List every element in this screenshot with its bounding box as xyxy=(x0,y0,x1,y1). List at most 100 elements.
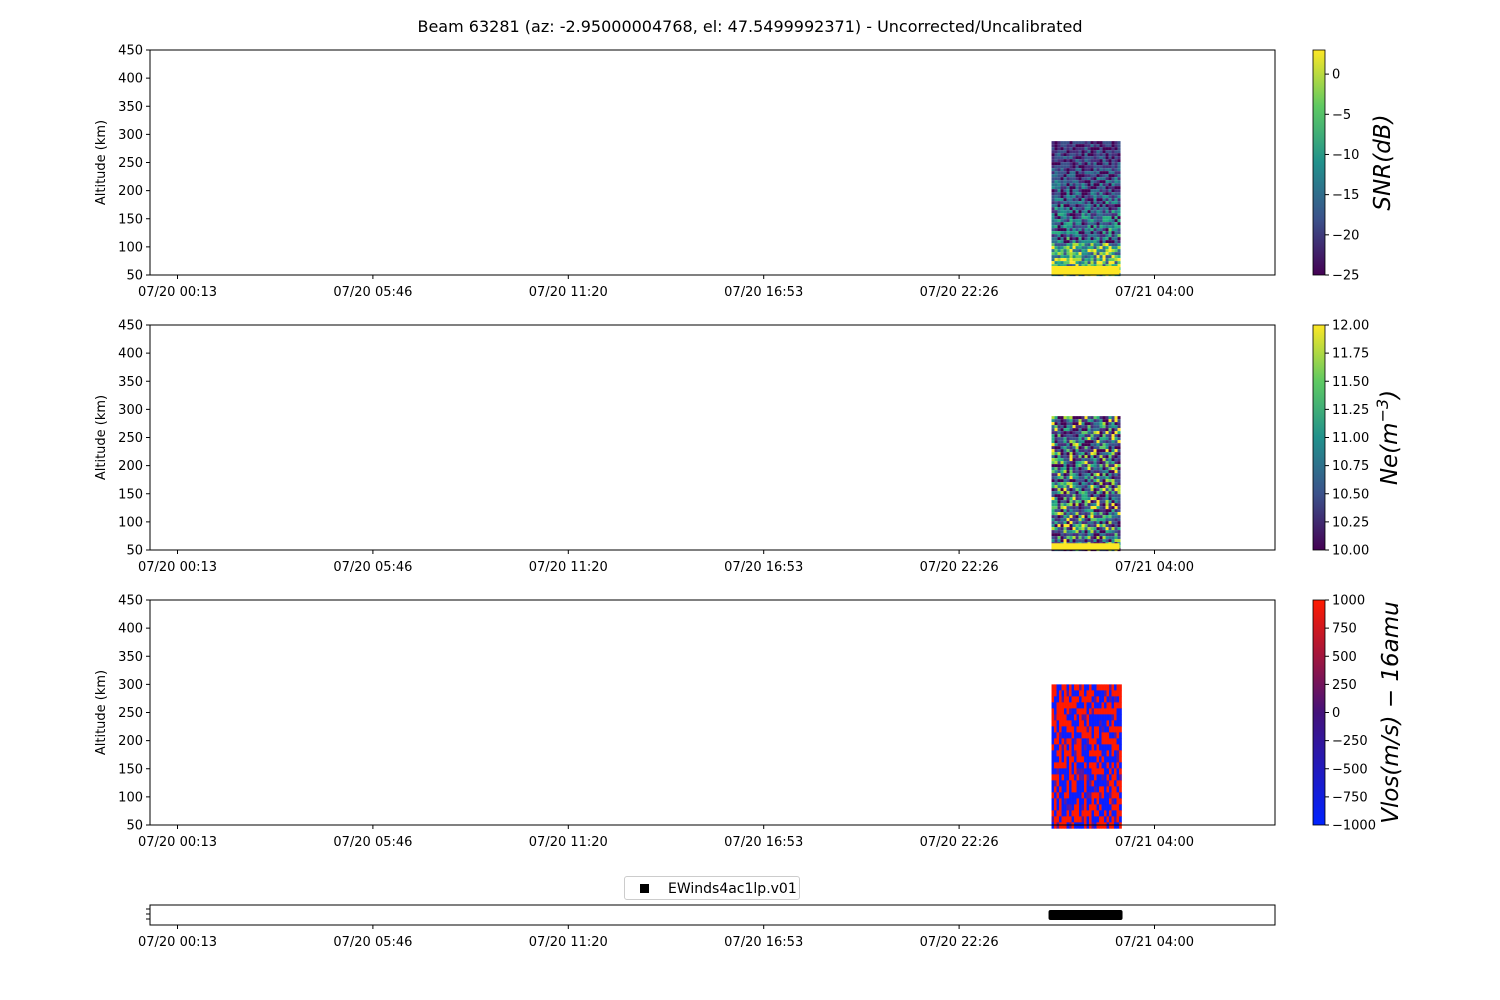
heatmap-cell xyxy=(1111,183,1115,187)
heatmap-cell xyxy=(1096,195,1100,199)
heatmap-cell xyxy=(1089,762,1092,769)
heatmap-cell xyxy=(1114,500,1118,504)
heatmap-cell xyxy=(1081,240,1085,244)
heatmap-cell xyxy=(1081,497,1085,501)
heatmap-cell xyxy=(1060,222,1064,226)
heatmap-cell xyxy=(1075,174,1079,178)
heatmap-cell xyxy=(1057,524,1061,528)
heatmap-cell xyxy=(1075,249,1079,253)
heatmap-cell xyxy=(1111,165,1115,169)
heatmap-cell xyxy=(1116,756,1120,763)
heatmap-cell xyxy=(1096,497,1100,501)
heatmap-cell xyxy=(1078,234,1082,238)
heatmap-cell xyxy=(1105,485,1109,489)
heatmap-cell xyxy=(1099,690,1102,697)
heatmap-cell xyxy=(1079,732,1082,739)
heatmap-cell xyxy=(1075,458,1079,462)
heatmap-cell xyxy=(1117,497,1121,501)
heatmap-cell xyxy=(1060,201,1064,205)
heatmap-cell xyxy=(1054,180,1058,184)
heatmap-cell xyxy=(1084,419,1088,423)
y-axis-label: Altitude (km) xyxy=(94,395,109,480)
heatmap-cell xyxy=(1096,720,1100,727)
heatmap-cell xyxy=(1060,150,1064,154)
heatmap-cell xyxy=(1093,425,1097,429)
heatmap-cell xyxy=(1119,684,1122,691)
heatmap-cell xyxy=(1096,464,1100,468)
heatmap-cell xyxy=(1069,264,1073,268)
heatmap-cell xyxy=(1078,258,1082,262)
heatmap-cell xyxy=(1075,491,1079,495)
heatmap-cell xyxy=(1063,174,1067,178)
heatmap-cell xyxy=(1086,732,1090,739)
heatmap-cell xyxy=(1101,738,1105,745)
heatmap-cell xyxy=(1117,503,1121,507)
heatmap-cell xyxy=(1054,183,1058,187)
heatmap-cell xyxy=(1102,159,1106,163)
heatmap-cell xyxy=(1096,213,1100,217)
heatmap-cell xyxy=(1054,198,1058,202)
heatmap-cell xyxy=(1051,524,1055,528)
heatmap-cell xyxy=(1066,150,1070,154)
heatmap-cell xyxy=(1072,228,1076,232)
heatmap-cell xyxy=(1111,822,1115,829)
heatmap-cell xyxy=(1102,171,1106,175)
heatmap-cell xyxy=(1105,249,1109,253)
heatmap-cell xyxy=(1057,264,1061,268)
heatmap-cell xyxy=(1084,756,1087,763)
heatmap-cell xyxy=(1117,210,1121,214)
heatmap-cell xyxy=(1093,482,1097,486)
colorbar xyxy=(1312,324,1326,551)
heatmap-cell xyxy=(1066,810,1070,817)
heatmap-cell xyxy=(1099,162,1103,166)
heatmap-cell xyxy=(1060,204,1064,208)
heatmap-cell xyxy=(1072,491,1076,495)
heatmap-cell xyxy=(1084,431,1088,435)
heatmap-cell xyxy=(1114,177,1118,181)
heatmap-cell xyxy=(1096,416,1100,420)
heatmap-cell xyxy=(1066,210,1070,214)
heatmap-cell xyxy=(1108,198,1112,202)
heatmap-cell xyxy=(1060,461,1064,465)
heatmap-cell xyxy=(1066,738,1070,745)
heatmap-cell xyxy=(1060,147,1064,151)
heatmap-cell xyxy=(1091,762,1095,769)
heatmap-cell xyxy=(1084,162,1088,166)
heatmap-cell xyxy=(1090,422,1094,426)
heatmap-cell xyxy=(1087,201,1091,205)
heatmap-cell xyxy=(1084,249,1088,253)
heatmap-cell xyxy=(1071,804,1075,811)
heatmap-cell xyxy=(1104,810,1107,817)
heatmap-cell xyxy=(1051,231,1055,235)
heatmap-cell xyxy=(1081,488,1085,492)
heatmap-cell xyxy=(1076,708,1080,715)
heatmap-cell xyxy=(1054,216,1058,220)
heatmap-cell xyxy=(1096,485,1100,489)
heatmap-cell xyxy=(1066,213,1070,217)
heatmap-cell xyxy=(1087,249,1091,253)
heatmap-cell xyxy=(1111,810,1115,817)
mode-bar xyxy=(1048,910,1123,920)
heatmap-cell xyxy=(1119,762,1122,769)
heatmap-cell xyxy=(1051,482,1055,486)
heatmap-cell xyxy=(1057,204,1061,208)
heatmap-cell xyxy=(1111,455,1115,459)
heatmap-cell xyxy=(1093,488,1097,492)
heatmap-cell xyxy=(1078,479,1082,483)
heatmap-cell xyxy=(1078,512,1082,516)
heatmap-cell xyxy=(1119,690,1122,697)
heatmap-cell xyxy=(1090,168,1094,172)
heatmap-cell xyxy=(1056,756,1060,763)
heatmap-cell xyxy=(1105,497,1109,501)
heatmap-cell xyxy=(1104,792,1107,799)
heatmap-cell xyxy=(1102,177,1106,181)
heatmap-cell xyxy=(1087,470,1091,474)
heatmap-cell xyxy=(1075,234,1079,238)
heatmap-cell xyxy=(1069,204,1073,208)
heatmap-cell xyxy=(1066,419,1070,423)
heatmap-cell xyxy=(1066,702,1070,709)
heatmap-cell xyxy=(1090,147,1094,151)
heatmap-cell xyxy=(1111,467,1115,471)
heatmap-cell xyxy=(1108,509,1112,513)
heatmap-cell xyxy=(1074,810,1077,817)
